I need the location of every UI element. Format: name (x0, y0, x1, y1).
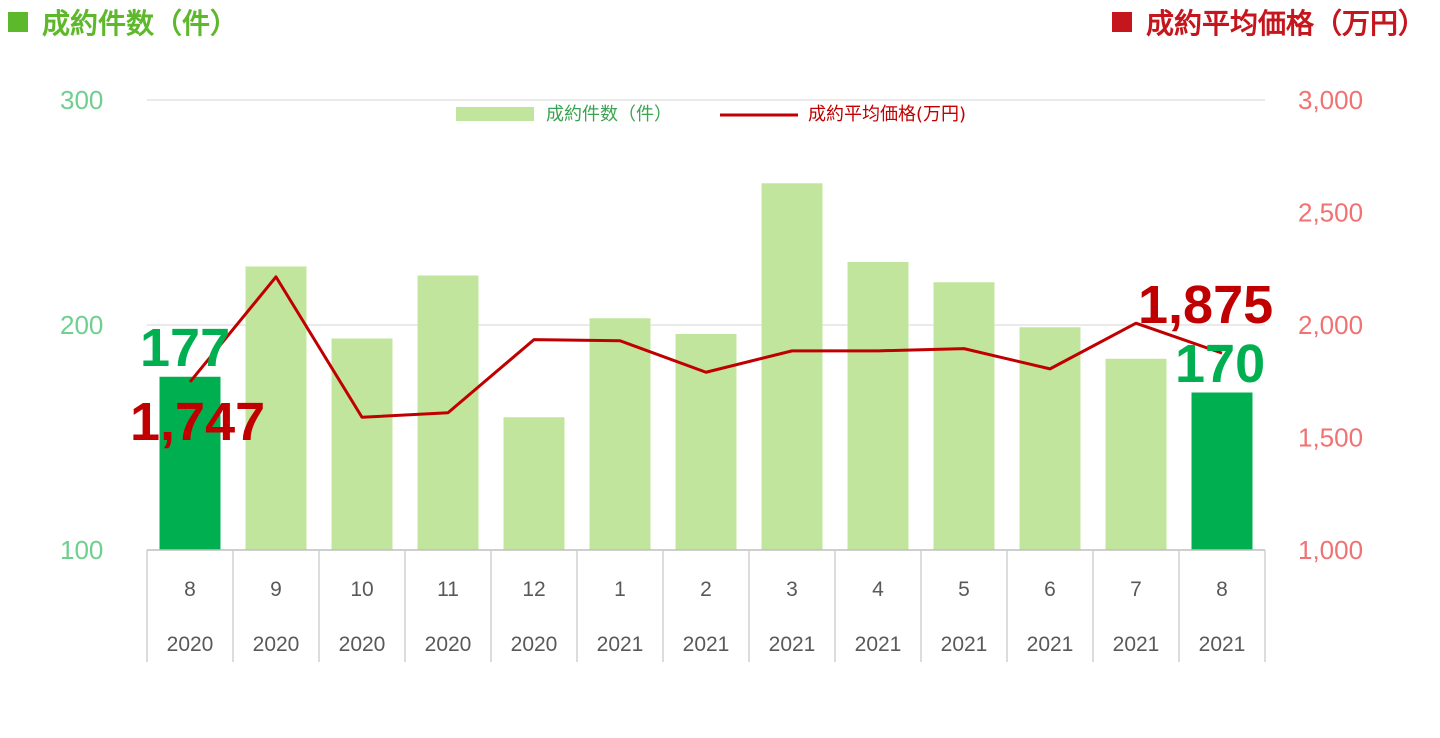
legend-bar-label: 成約件数（件） (546, 104, 672, 125)
right-axis-tick: 2,500 (1298, 198, 1363, 228)
category-month-label: 2 (700, 578, 712, 601)
category-month-label: 4 (872, 578, 884, 601)
left-axis-tick: 100 (60, 535, 103, 565)
category-month-label: 1 (614, 578, 626, 601)
category-month-label: 8 (184, 578, 196, 601)
category-year-label: 2020 (511, 633, 558, 656)
right-axis-tick: 1,000 (1298, 535, 1363, 565)
right-axis-tick: 3,000 (1298, 85, 1363, 115)
data-label-line-first: 1,747 (130, 392, 265, 452)
data-label-line-last: 1,875 (1138, 275, 1273, 335)
category-month-label: 7 (1130, 578, 1142, 601)
bar-2020-12 (503, 417, 565, 550)
bar-2020-10 (331, 338, 393, 550)
category-month-label: 9 (270, 578, 282, 601)
category-month-label: 10 (350, 578, 373, 601)
bar-2021-5 (933, 282, 995, 550)
category-year-label: 2020 (167, 633, 214, 656)
bar-2021-8 (1191, 392, 1253, 550)
left-axis-header: 成約件数（件） (8, 2, 238, 42)
category-year-label: 2021 (597, 633, 644, 656)
category-month-label: 11 (437, 578, 459, 601)
category-month-label: 6 (1044, 578, 1056, 601)
left-axis-tick: 200 (60, 310, 103, 340)
bar-2021-4 (847, 262, 909, 550)
right-axis-tick: 1,500 (1298, 423, 1363, 453)
category-year-label: 2020 (253, 633, 300, 656)
bar-2021-2 (675, 334, 737, 550)
data-label-bar-first: 177 (140, 318, 230, 378)
category-month-label: 8 (1216, 578, 1228, 601)
data-label-bar-last: 170 (1175, 334, 1265, 394)
category-year-label: 2020 (425, 633, 472, 656)
right-axis-tick: 2,000 (1298, 310, 1363, 340)
legend-line-label: 成約平均価格(万円) (808, 104, 966, 125)
left-axis-tick: 300 (60, 85, 103, 115)
category-year-label: 2021 (941, 633, 988, 656)
category-year-label: 2021 (1199, 633, 1246, 656)
bar-2021-6 (1019, 327, 1081, 550)
right-axis-header-label: 成約平均価格（万円） (1145, 7, 1426, 40)
legend-bar-swatch (456, 107, 534, 121)
bar-2020-8 (159, 376, 221, 550)
bar-2021-7 (1105, 358, 1167, 550)
green-square-icon (8, 12, 28, 32)
category-year-label: 2020 (339, 633, 386, 656)
price-line (188, 275, 1223, 419)
bar-2020-9 (245, 266, 307, 550)
bar-2021-3 (761, 183, 823, 550)
category-year-label: 2021 (769, 633, 816, 656)
category-year-label: 2021 (683, 633, 730, 656)
category-month-label: 3 (786, 578, 798, 601)
left-axis-header-label: 成約件数（件） (42, 7, 239, 40)
category-month-label: 5 (958, 578, 970, 601)
red-square-icon (1111, 12, 1132, 32)
bar-2021-1 (589, 318, 651, 550)
category-year-label: 2021 (1027, 633, 1074, 656)
category-year-label: 2021 (1113, 633, 1160, 656)
right-axis-header: 成約平均価格（万円） (1111, 2, 1426, 42)
category-month-label: 12 (522, 578, 545, 601)
category-year-label: 2021 (855, 633, 902, 656)
